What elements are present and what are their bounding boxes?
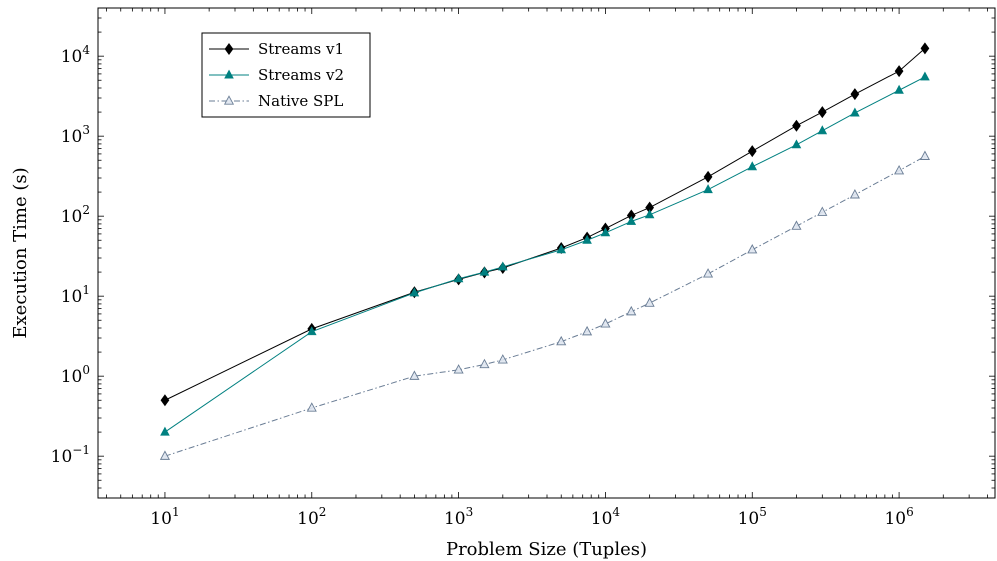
series-layer	[159, 42, 930, 460]
data-point	[556, 244, 567, 254]
data-point	[306, 402, 317, 412]
data-point	[479, 358, 490, 369]
data-point	[703, 268, 714, 278]
data-point	[582, 325, 593, 336]
data-point	[817, 125, 828, 135]
y-tick-label: 100	[61, 363, 90, 387]
data-point	[600, 318, 611, 328]
data-point	[920, 42, 930, 55]
data-point	[919, 150, 930, 160]
x-axis-title: Problem Size (Tuples)	[446, 539, 647, 560]
series-line	[164, 76, 926, 433]
data-point	[747, 145, 757, 158]
data-point	[600, 227, 611, 237]
legend-marker	[223, 95, 235, 105]
x-tick-label: 103	[444, 505, 473, 529]
legend-entry: Native SPL	[209, 92, 343, 110]
plot-frame	[97, 7, 996, 499]
data-point	[791, 139, 802, 149]
plot-area	[97, 7, 996, 499]
series-1	[160, 71, 930, 436]
data-point	[556, 335, 567, 346]
data-point	[498, 261, 508, 271]
legend-entry: Streams v1	[209, 40, 344, 58]
data-point	[644, 297, 655, 307]
data-point	[850, 88, 860, 101]
data-point	[920, 71, 930, 81]
data-point	[849, 189, 860, 199]
data-point	[817, 106, 827, 119]
data-point	[453, 273, 464, 283]
y-tick-label: 103	[61, 123, 90, 147]
data-point	[850, 107, 860, 117]
data-point	[479, 266, 490, 276]
legend: Streams v1 Streams v2 Native SPL	[201, 32, 371, 118]
data-point	[747, 161, 758, 171]
data-point	[453, 364, 464, 374]
data-point	[159, 450, 170, 460]
legend-entry: Streams v2	[209, 66, 344, 84]
data-point	[894, 164, 905, 175]
x-tick-label: 105	[738, 505, 767, 529]
legend-label: Native SPL	[258, 92, 343, 110]
data-point	[703, 184, 713, 194]
data-point	[160, 394, 170, 407]
data-point	[894, 65, 904, 78]
data-point	[160, 426, 170, 436]
x-tick-label: 104	[591, 505, 621, 529]
data-point	[626, 215, 637, 225]
series-line	[164, 155, 926, 457]
legend-label: Streams v1	[258, 40, 344, 58]
data-point	[409, 370, 420, 380]
data-point	[626, 305, 637, 316]
data-point	[582, 234, 592, 244]
x-tick-label: 101	[150, 505, 179, 529]
legend-label: Streams v2	[258, 66, 344, 84]
data-point	[817, 206, 828, 216]
data-point	[792, 119, 801, 132]
x-axis: 101 102 103 104 105 106	[106, 8, 988, 529]
y-tick-label: 101	[61, 283, 90, 307]
data-point	[894, 84, 904, 94]
data-point	[703, 170, 713, 183]
y-axis-title: Execution Time (s)	[10, 167, 31, 338]
y-tick-label: 10−1	[51, 443, 90, 467]
data-point	[497, 354, 508, 364]
x-tick-label: 102	[297, 505, 326, 529]
legend-marker	[224, 42, 234, 56]
series-2	[159, 150, 930, 460]
y-axis: 10−1 100 101 102 103 104	[51, 7, 995, 499]
y-tick-label: 104	[61, 43, 91, 67]
data-point	[306, 326, 317, 336]
data-point	[747, 244, 758, 254]
x-tick-label: 106	[884, 505, 913, 529]
data-point	[644, 209, 655, 219]
legend-marker	[224, 69, 234, 79]
data-point	[791, 220, 802, 230]
y-tick-label: 102	[61, 203, 90, 227]
data-point	[409, 287, 420, 297]
